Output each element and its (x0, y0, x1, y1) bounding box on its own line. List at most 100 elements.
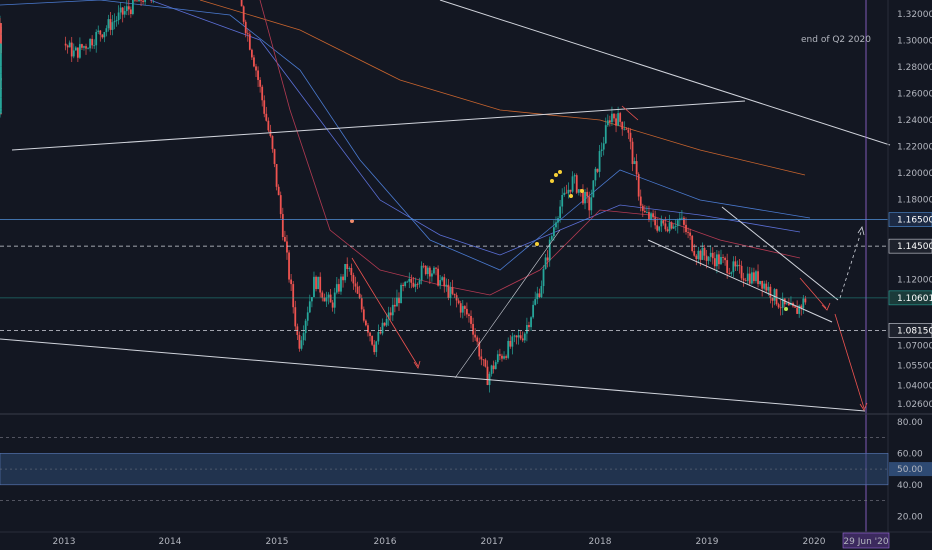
candle (744, 277, 747, 282)
candle (398, 292, 400, 311)
price-axis[interactable]: 1.32000 1.30000 1.28000 1.26000 1.24000 1.220… (888, 10, 932, 410)
time-tick-label: 2014 (159, 537, 182, 547)
candle (123, 5, 126, 18)
candle (505, 354, 508, 361)
wedge-bottom-line[interactable] (647, 239, 833, 323)
candle (592, 180, 595, 198)
rsi-tick-label: 40.00 (897, 481, 923, 491)
arrow-up-dashed (839, 228, 863, 299)
candle (606, 114, 609, 127)
candle (683, 215, 685, 233)
candle (779, 299, 782, 316)
candle (575, 173, 578, 194)
candle (769, 284, 772, 304)
price-tag-label: 1.14500 (897, 242, 932, 252)
price-tick-label: 1.22000 (897, 143, 932, 153)
candle (542, 265, 545, 294)
candle (571, 171, 574, 194)
candle (474, 328, 477, 341)
candle (393, 297, 396, 313)
horizontal-levels[interactable] (0, 219, 888, 331)
time-cursor-label: 29 Jun '20 (843, 537, 888, 547)
candle (480, 348, 483, 366)
candle (604, 117, 607, 145)
signal-dot (554, 173, 558, 177)
candle (540, 280, 543, 298)
candle (0, 32, 2, 54)
candle (105, 25, 108, 37)
candle (356, 281, 359, 295)
candle (70, 36, 73, 62)
rsi-band (0, 453, 889, 486)
trendlines[interactable] (0, 0, 891, 532)
rsi-tick-label: 50.00 (897, 465, 923, 475)
candle (255, 63, 257, 77)
candle (765, 280, 768, 293)
candle (463, 305, 466, 316)
candle (271, 135, 274, 153)
candle (742, 272, 745, 287)
candle (465, 302, 468, 318)
time-axis[interactable]: 2013 2014 2015 2016 2017 2018 2019 2020 29 Jun '… (53, 532, 890, 549)
candle (674, 219, 677, 231)
candle (685, 217, 687, 235)
wedge-top-line[interactable] (721, 206, 839, 301)
support-rising-line (454, 229, 561, 379)
candle (83, 45, 85, 51)
candle (0, 43, 2, 57)
time-tick-label: 2015 (266, 537, 289, 547)
candle (72, 43, 75, 59)
price-tick-label: 1.02600 (897, 400, 932, 410)
price-tick-label: 1.28000 (897, 63, 932, 73)
candle (140, 0, 142, 6)
candle (325, 291, 328, 307)
candle (538, 288, 541, 299)
candle (548, 236, 551, 267)
price-tick-label: 1.04000 (897, 381, 932, 391)
candle (261, 84, 264, 107)
candle (76, 47, 79, 63)
candle (89, 38, 91, 52)
candle (771, 297, 774, 308)
lower-channel-line[interactable] (0, 338, 866, 412)
candle (0, 63, 2, 78)
candle (129, 6, 132, 18)
price-tag (888, 238, 932, 254)
candle (796, 300, 799, 314)
candle (573, 173, 576, 184)
candle (567, 182, 570, 199)
candle (528, 321, 530, 332)
price-tick-label: 1.30000 (897, 37, 932, 47)
arrow-wedge-down (799, 277, 827, 309)
candle (763, 280, 766, 291)
candle (449, 282, 452, 306)
candle (437, 265, 439, 287)
candle (619, 111, 622, 127)
candle (658, 226, 661, 233)
candle (627, 127, 630, 140)
candle (369, 331, 371, 342)
upper-channel-line[interactable] (439, 0, 891, 146)
candle (498, 348, 501, 361)
candle (273, 148, 276, 168)
candle (472, 317, 474, 343)
candle (525, 317, 528, 342)
candle (387, 306, 390, 326)
candle (492, 360, 495, 374)
candle (676, 218, 679, 234)
mid-trendline[interactable] (11, 100, 746, 151)
time-tick-label: 2018 (589, 537, 612, 547)
candle (364, 319, 367, 327)
signal-dot (580, 189, 584, 193)
candle (734, 256, 737, 271)
candle (367, 323, 369, 337)
signal-dots (350, 170, 788, 311)
candle (746, 266, 749, 285)
candle (400, 282, 402, 304)
ma-orange (199, 0, 806, 176)
candle (457, 298, 460, 305)
annotation-end-of-q2: end of Q2 2020 (801, 35, 871, 45)
rsi-pane: 80.00 60.00 50.00 40.00 20.00 (0, 418, 932, 522)
candle (613, 113, 615, 122)
